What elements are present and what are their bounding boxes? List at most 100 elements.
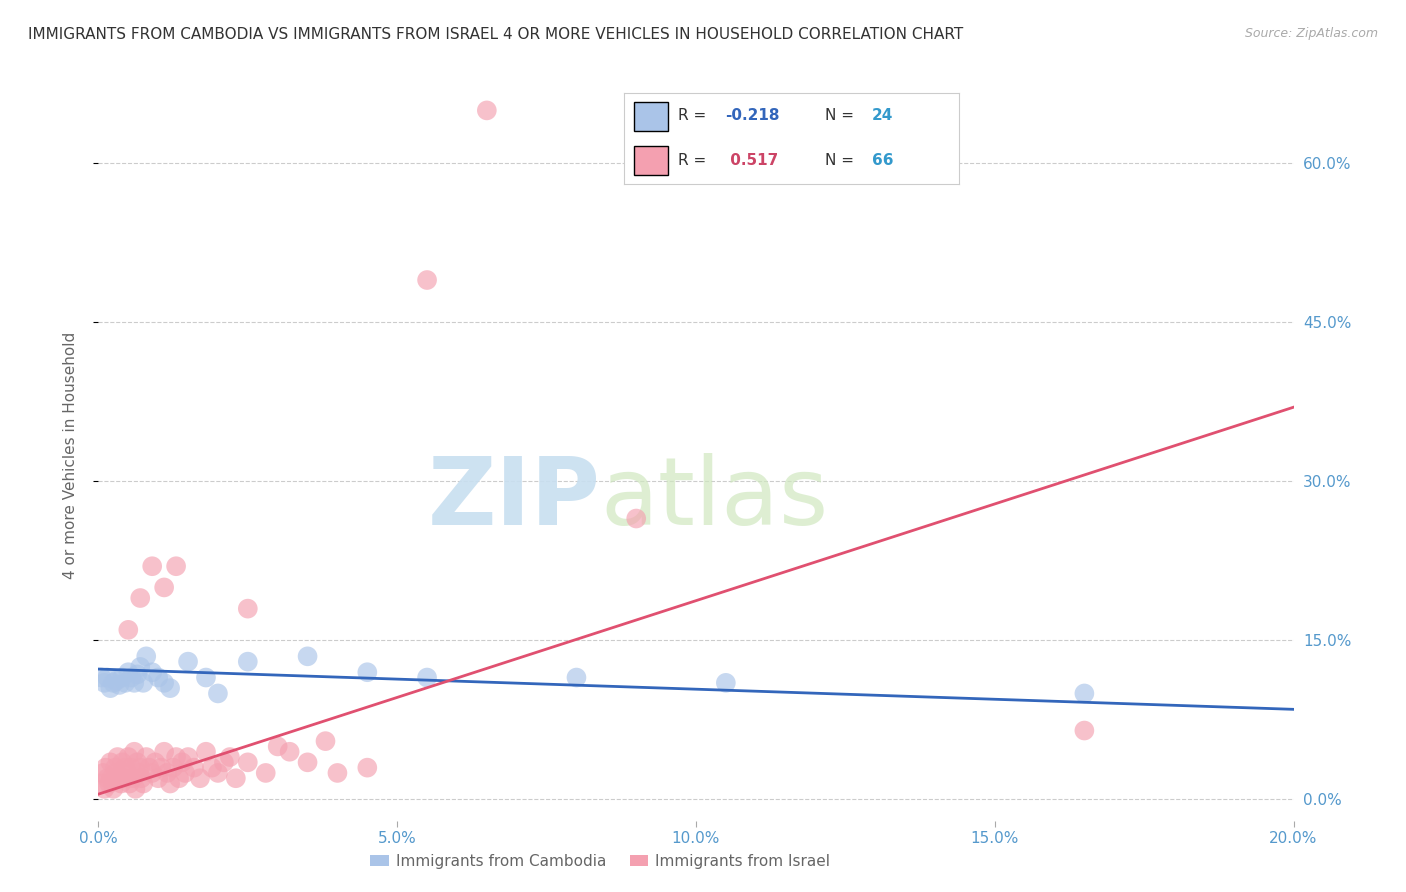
Point [105,766,128,780]
Point [111,756,134,770]
Point [207,766,229,780]
Y-axis label: 4 or more Vehicles in Household: 4 or more Vehicles in Household [63,331,77,579]
FancyBboxPatch shape [634,102,668,131]
Point [115,766,138,780]
Point [129,761,152,775]
Point [207,686,229,700]
Point [172,756,194,770]
Point [127,756,149,770]
Point [120,671,142,685]
Point [114,676,136,690]
Text: ZIP: ZIP [427,453,600,545]
Point [267,739,290,754]
Point [100,756,122,770]
Point [107,750,129,764]
Point [212,756,235,770]
Point [98,776,121,790]
Point [297,756,319,770]
Point [96,771,118,785]
Point [103,781,125,796]
Point [165,559,187,574]
Point [132,776,155,790]
Point [565,671,588,685]
Point [153,676,176,690]
Text: 66: 66 [872,153,893,168]
Point [626,511,648,525]
Point [153,745,176,759]
Point [159,776,181,790]
Point [114,761,136,775]
Point [93,781,115,796]
Point [91,766,114,780]
Point [159,681,181,695]
Point [1073,723,1095,738]
Point [167,771,190,785]
Point [108,678,131,692]
Point [131,771,153,785]
Point [714,676,737,690]
Point [132,676,155,690]
Point [156,766,179,780]
Point [124,781,146,796]
Point [1073,686,1095,700]
Point [135,649,157,664]
Text: 24: 24 [872,108,893,123]
Text: -0.218: -0.218 [724,108,779,123]
Point [96,671,118,685]
Point [117,750,139,764]
Point [356,665,378,680]
Point [174,766,197,780]
Point [118,776,141,790]
Text: R =: R = [678,153,711,168]
Point [195,745,218,759]
Point [117,665,139,680]
Text: N =: N = [825,153,859,168]
Point [254,766,277,780]
Point [297,649,319,664]
Point [236,756,259,770]
Point [141,559,163,574]
Point [177,655,200,669]
Point [153,581,176,595]
Point [236,655,259,669]
Point [129,660,152,674]
Point [148,671,170,685]
Point [100,771,122,785]
Point [124,745,146,759]
Point [326,766,349,780]
Point [278,745,301,759]
Text: R =: R = [678,108,711,123]
Point [100,681,122,695]
Point [225,771,247,785]
Point [117,623,139,637]
Point [90,776,112,790]
Text: atlas: atlas [600,453,828,545]
Point [93,676,115,690]
Point [475,103,498,118]
Point [195,671,218,685]
Point [416,273,439,287]
Point [236,601,259,615]
Point [108,771,131,785]
Point [143,756,166,770]
Point [122,771,145,785]
Point [127,667,149,681]
Point [120,761,142,775]
Point [201,761,224,775]
Point [138,761,160,775]
Point [183,761,205,775]
Point [177,750,200,764]
Point [219,750,242,764]
Text: N =: N = [825,108,859,123]
Point [129,591,152,605]
Point [103,676,125,690]
Point [112,771,135,785]
Point [94,761,117,775]
Point [135,750,157,764]
Point [141,665,163,680]
Point [141,766,163,780]
Text: Source: ZipAtlas.com: Source: ZipAtlas.com [1244,27,1378,40]
Point [90,671,112,685]
Point [314,734,337,748]
FancyBboxPatch shape [634,146,668,175]
